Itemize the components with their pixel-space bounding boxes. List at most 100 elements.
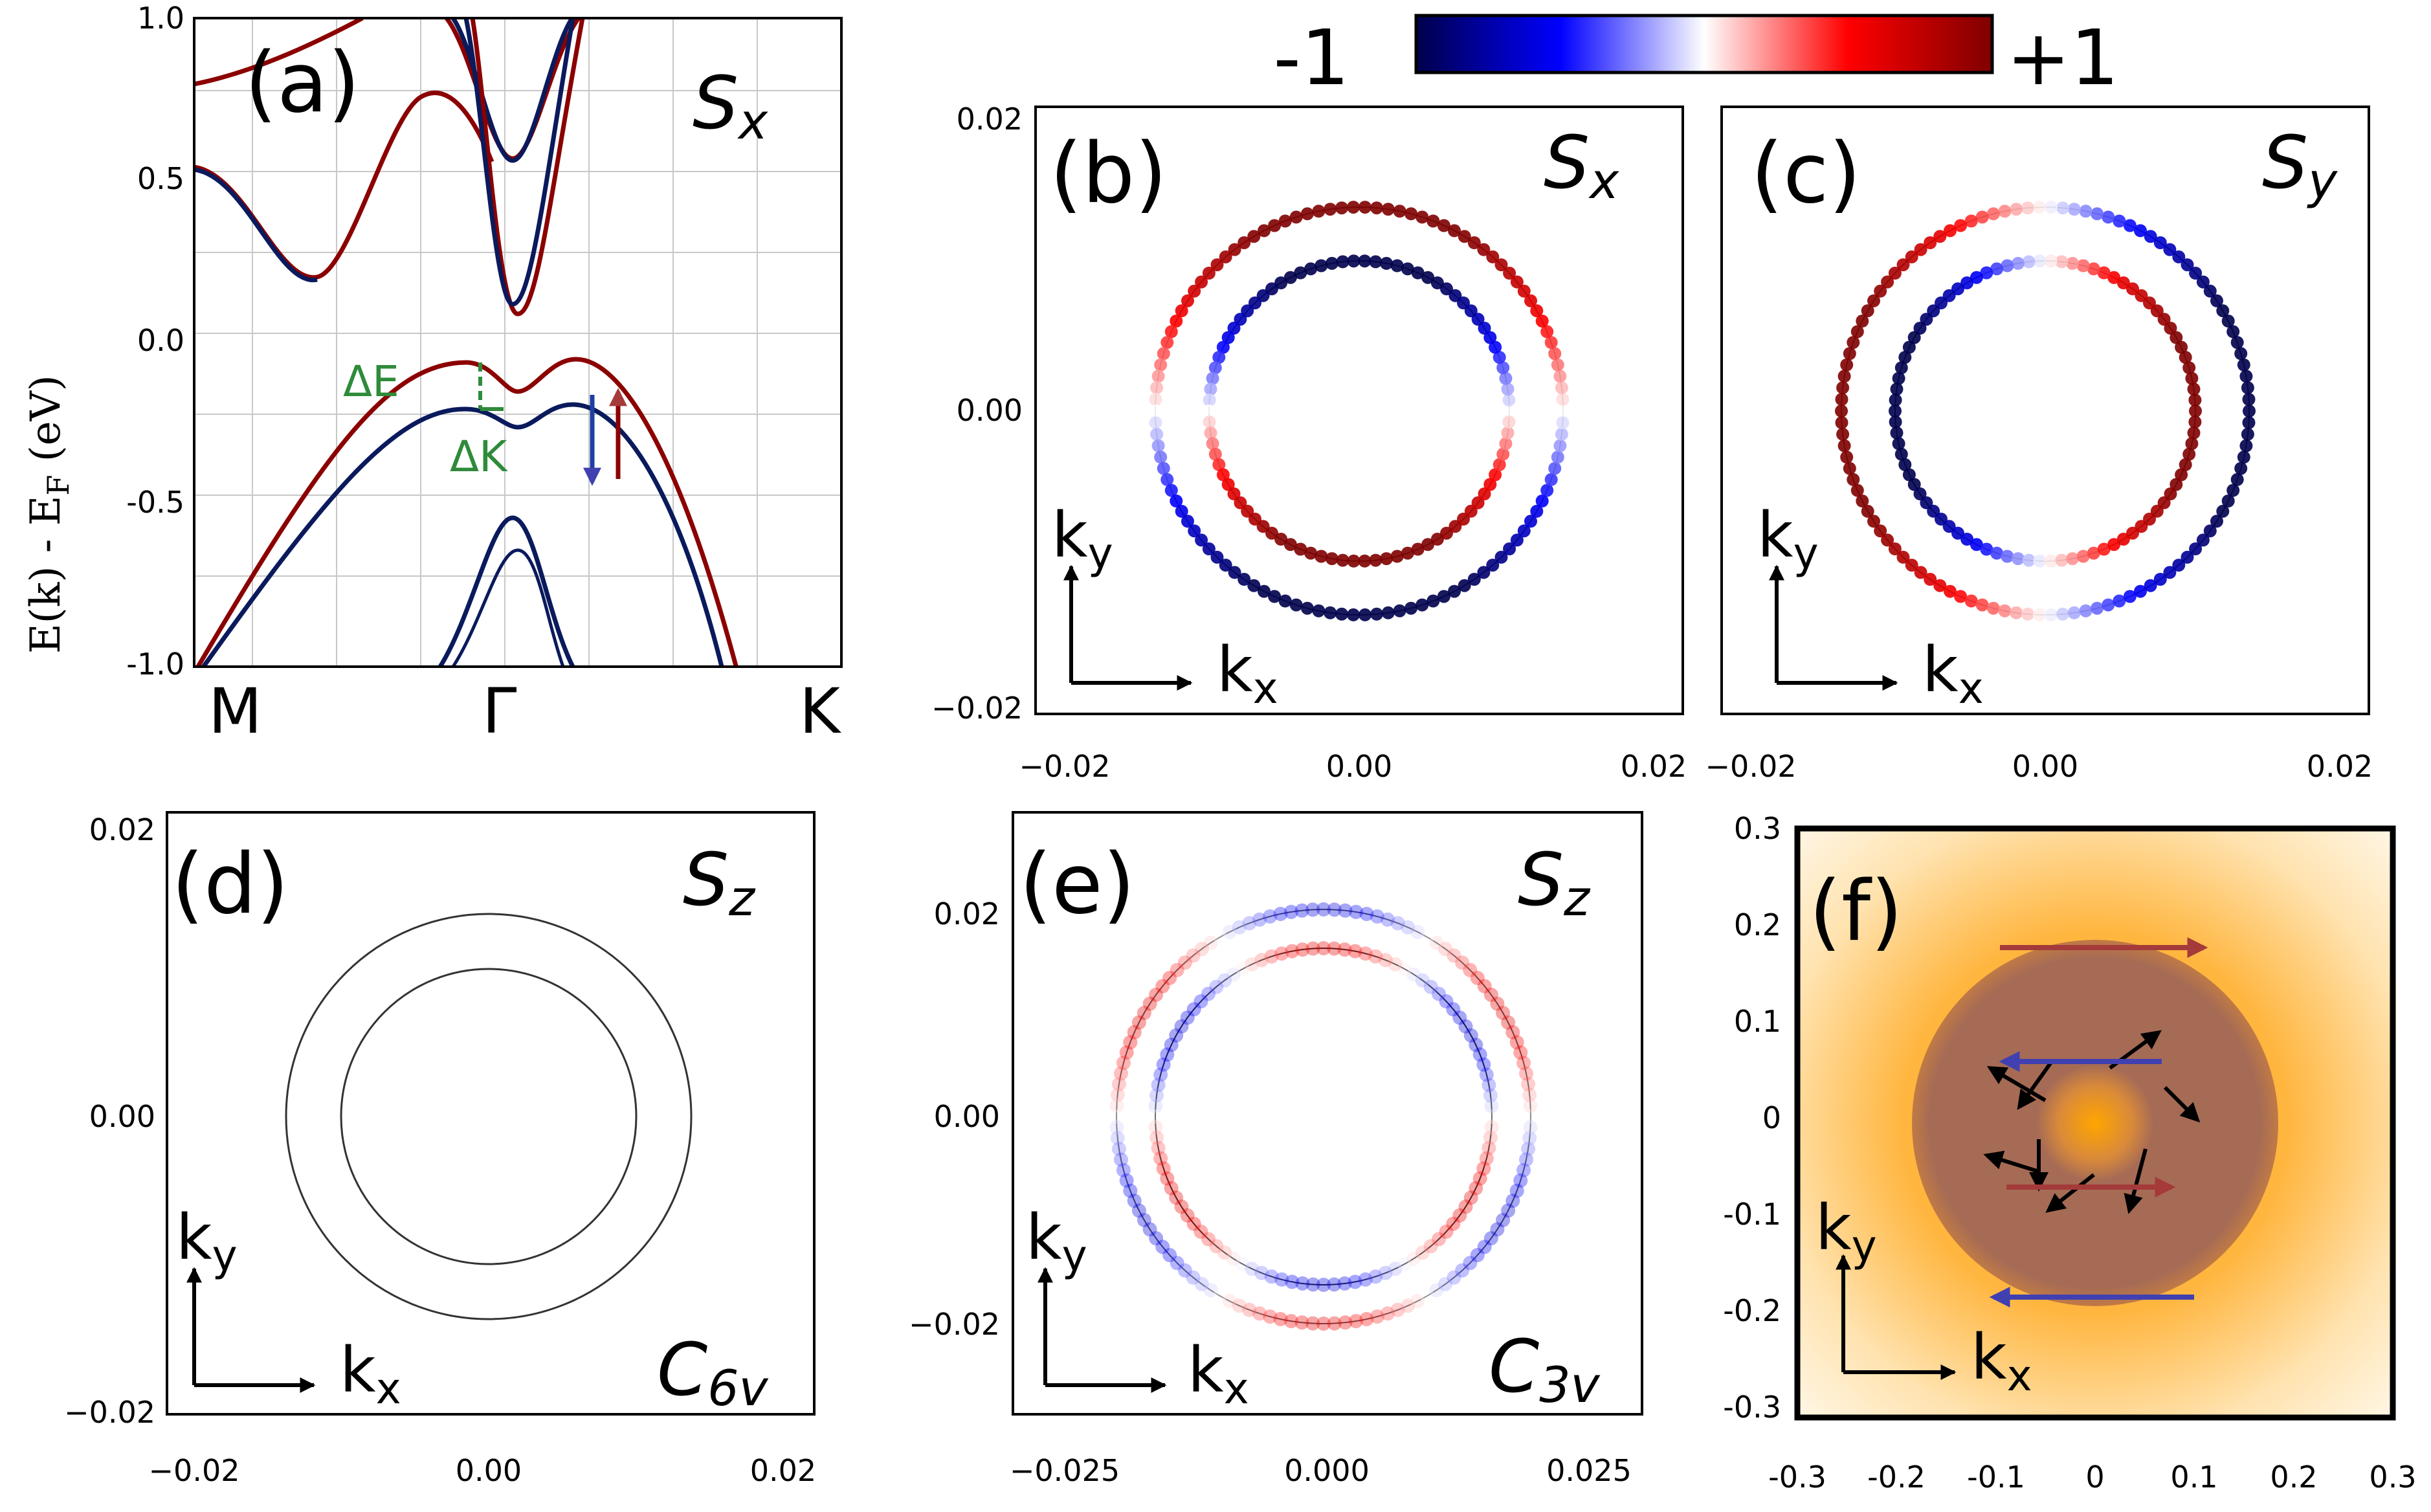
kx-k: k	[1971, 1321, 2007, 1394]
spin-point	[2196, 275, 2210, 289]
spin-point	[1889, 405, 1902, 417]
spin-point	[1109, 1098, 1124, 1113]
spin-arrow	[2045, 1173, 2095, 1213]
panel-e-xtick: 0.025	[1546, 1453, 1632, 1488]
spin-point	[1226, 967, 1241, 982]
spin-point	[1208, 361, 1222, 375]
spin-point	[1252, 1306, 1267, 1321]
spin-point	[1990, 262, 2004, 276]
spin-point	[2221, 495, 2235, 507]
spin-point	[1503, 405, 1516, 417]
kx-sub: x	[1959, 663, 1984, 713]
spin-point	[1335, 201, 1348, 215]
spin-arrow	[2163, 1085, 2201, 1123]
spin-point	[1305, 902, 1320, 917]
spin-point	[1186, 948, 1201, 963]
spin-point	[1359, 907, 1374, 921]
spin-point	[1430, 533, 1444, 546]
spin-point	[1551, 450, 1564, 464]
spin-point	[1285, 1274, 1300, 1289]
band-vb-blue	[201, 402, 724, 667]
panel-a: ΔE ΔK (a) Sx 1.0 0.5 0.0 -0.5 -1.0 M Γ K…	[22, 1, 843, 748]
panel-f-xtick: -0.3	[1768, 1460, 1826, 1495]
spin-arrow	[2124, 1148, 2148, 1214]
spin-point	[2187, 426, 2201, 439]
spin-point	[1483, 1231, 1498, 1246]
spin-point	[1390, 259, 1404, 272]
spin-point	[1228, 243, 1241, 256]
spin-point	[1123, 1183, 1138, 1198]
spin-point	[1960, 276, 1974, 289]
kx-sub: x	[1253, 663, 1278, 713]
spin-point	[2203, 284, 2217, 298]
spin-point	[1337, 1276, 1352, 1291]
spin-point	[1228, 566, 1241, 579]
spin-point	[1907, 331, 1921, 344]
spin-point	[2011, 552, 2025, 566]
spin-point	[1524, 1109, 1538, 1124]
spin-point	[1423, 1239, 1438, 1254]
panel-d-axes-indicator: ky kx	[176, 1201, 401, 1414]
spin-point	[1439, 1225, 1454, 1239]
spin-point	[1438, 942, 1453, 957]
spin-point	[1890, 426, 1904, 439]
spin-point	[1415, 973, 1430, 988]
spin-point	[1206, 372, 1219, 385]
panel-f-ky-label: ky	[1815, 1192, 1877, 1271]
spin-point	[1892, 437, 1905, 450]
spin-point	[1149, 393, 1162, 406]
ky-sub: y	[1852, 1221, 1877, 1271]
spin-point	[1406, 1251, 1421, 1266]
delta-e-label: ΔE	[343, 357, 399, 406]
spin-point	[1347, 254, 1360, 268]
spin-point	[1247, 579, 1261, 592]
spin-point	[1548, 347, 1562, 361]
spin-point	[1493, 351, 1506, 364]
panel-e-frame	[1012, 811, 1643, 1416]
spin-point	[1174, 1199, 1189, 1214]
panel-d-xtick: −0.02	[149, 1453, 240, 1488]
spin-point	[1235, 962, 1250, 977]
spin-point	[1381, 606, 1395, 619]
ky-k: k	[1815, 1192, 1852, 1264]
spin-point	[1273, 907, 1288, 921]
panel-b-ytick: 0.02	[957, 102, 1023, 137]
spin-point	[2144, 579, 2157, 592]
spin-point	[1335, 607, 1348, 621]
spin-point	[2226, 325, 2240, 339]
spin-point	[2022, 255, 2036, 269]
spin-point	[1175, 304, 1188, 318]
panel-d-xtick: 0.00	[456, 1453, 522, 1488]
spin-point	[1557, 405, 1570, 417]
spin-point	[1217, 1245, 1232, 1260]
spin-point	[1370, 201, 1383, 215]
panel-a-xtick-gamma: Γ	[482, 675, 516, 748]
spin-point	[2175, 468, 2188, 482]
spin-point	[2234, 461, 2248, 475]
spin-point	[1544, 472, 1558, 486]
spin-point	[2102, 210, 2115, 224]
band-cb-gamma-inner-blue	[463, 18, 575, 307]
ky-k: k	[1026, 1201, 1062, 1274]
spin-point	[2134, 584, 2147, 598]
spin-point	[1210, 258, 1224, 272]
spin-point	[1463, 1256, 1478, 1271]
panel-e-axes-indicator: ky kx	[1026, 1201, 1249, 1414]
spin-point	[1501, 1203, 1516, 1218]
spin-point	[1437, 219, 1450, 232]
spin-point	[1452, 1010, 1467, 1025]
spin-point	[1499, 437, 1513, 450]
spin-point	[1843, 347, 1856, 361]
spin-point	[2113, 594, 2126, 608]
spin-point	[1232, 1298, 1247, 1313]
spin-point	[1358, 254, 1371, 268]
spin-point	[2144, 230, 2157, 243]
spin-point	[2172, 559, 2186, 572]
spin-point	[1458, 230, 1471, 243]
ring-line	[1155, 948, 1493, 1285]
spin-point	[2239, 370, 2253, 383]
spin-point	[1316, 902, 1331, 917]
spin-point	[2170, 478, 2183, 491]
spin-point	[1483, 331, 1497, 344]
spin-point	[2033, 554, 2047, 568]
